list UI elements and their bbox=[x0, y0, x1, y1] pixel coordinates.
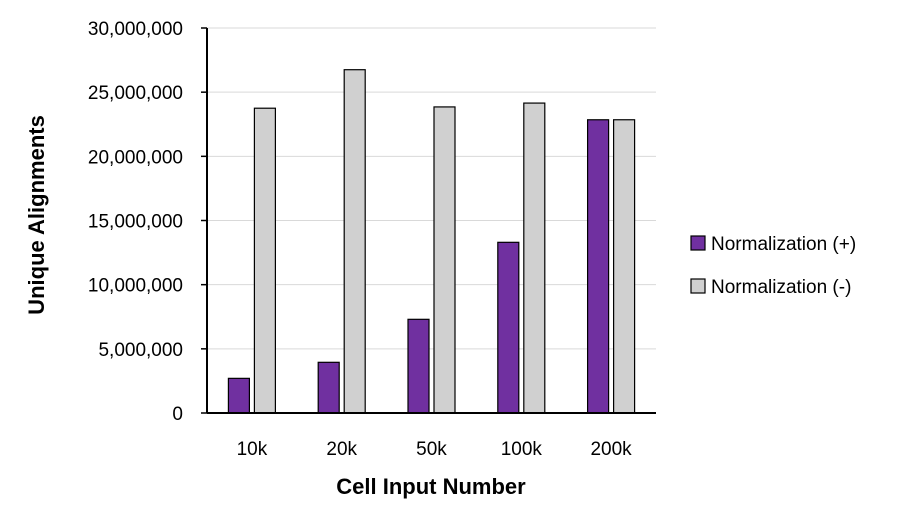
bar-20k-series-1 bbox=[317, 361, 340, 414]
axes bbox=[206, 28, 656, 414]
y-tick-label: 10,000,000 bbox=[88, 276, 183, 297]
bar-20k-series-2 bbox=[343, 69, 366, 414]
bar-50k-series-1 bbox=[407, 318, 430, 414]
bar-200k-series-2 bbox=[612, 119, 636, 414]
legend-label: Normalization (-) bbox=[711, 277, 851, 298]
bar-50k-series-2 bbox=[433, 106, 456, 414]
y-tick-label: 30,000,000 bbox=[88, 19, 183, 40]
x-axis-title: Cell Input Number bbox=[336, 474, 526, 499]
y-tick-label: 0 bbox=[172, 404, 183, 425]
x-tick-labels: 10k 20k 50k 100k 200k bbox=[237, 439, 633, 460]
x-tick-label: 100k bbox=[501, 439, 543, 460]
y-tick-label: 15,000,000 bbox=[88, 212, 183, 233]
x-tick-label: 20k bbox=[326, 439, 357, 460]
x-tick-label: 200k bbox=[590, 439, 632, 460]
y-tick-label: 5,000,000 bbox=[98, 340, 183, 361]
gridlines bbox=[201, 27, 656, 414]
legend: Normalization (+) Normalization (-) bbox=[690, 234, 856, 298]
legend-label: Normalization (+) bbox=[711, 234, 856, 255]
y-axis-title: Unique Alignments bbox=[24, 115, 49, 315]
bars bbox=[227, 69, 636, 414]
y-tick-label: 25,000,000 bbox=[88, 83, 183, 104]
bar-100k-series-2 bbox=[523, 102, 546, 414]
y-tick-labels: 0 5,000,000 10,000,000 15,000,000 20,000,000… bbox=[88, 19, 183, 425]
legend-swatch bbox=[690, 278, 706, 294]
x-tick-label: 10k bbox=[237, 439, 268, 460]
y-tick-label: 20,000,000 bbox=[88, 147, 183, 168]
bar-200k-series-1 bbox=[586, 119, 610, 414]
x-tick-label: 50k bbox=[416, 439, 447, 460]
bar-100k-series-1 bbox=[497, 241, 520, 414]
legend-swatch bbox=[690, 235, 706, 251]
bar-10k-series-1 bbox=[227, 377, 250, 414]
bar-10k-series-2 bbox=[253, 107, 276, 414]
